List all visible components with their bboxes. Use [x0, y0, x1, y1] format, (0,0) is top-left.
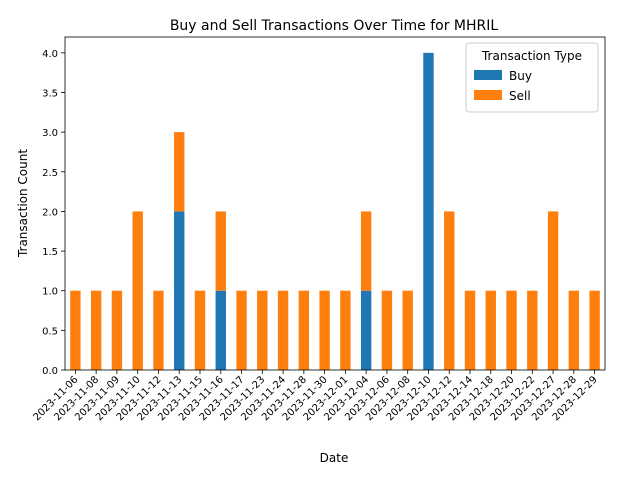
y-tick-label: 1.0 [42, 287, 58, 298]
bar-buy-2023-11-16 [215, 290, 226, 370]
bar-sell-2023-11-06 [70, 290, 81, 370]
bar-sell-2023-11-12 [153, 290, 164, 370]
bar-sell-2023-11-13 [174, 132, 185, 212]
legend-label-buy: Buy [509, 69, 532, 83]
bar-sell-2023-12-12 [444, 211, 455, 370]
bar-sell-2023-12-22 [527, 290, 538, 370]
bar-sell-2023-12-27 [547, 211, 559, 370]
y-axis-label: Transaction Count [16, 149, 30, 258]
chart-title: Buy and Sell Transactions Over Time for … [170, 18, 499, 34]
bar-sell-2023-12-29 [589, 290, 600, 370]
y-tick-label: 3.5 [42, 89, 58, 100]
x-axis-label: Date [320, 451, 349, 465]
bar-sell-2023-12-08 [402, 290, 413, 370]
bar-sell-2023-11-10 [132, 211, 143, 370]
x-axis: 2023-11-062023-11-082023-11-092023-11-10… [32, 370, 600, 423]
plot-frame [64, 36, 606, 371]
bar-sell-2023-11-28 [298, 290, 310, 370]
bar-buy-2023-12-10 [423, 52, 434, 370]
bar-sell-2023-11-09 [111, 290, 123, 370]
bar-sell-2023-12-18 [485, 290, 496, 370]
legend-label-sell: Sell [509, 89, 531, 103]
bar-sell-2023-12-28 [568, 290, 580, 370]
y-tick-label: 0.5 [42, 326, 58, 337]
bar-sell-2023-12-20 [506, 290, 517, 370]
bar-sell-2023-11-16 [215, 211, 226, 291]
bar-sell-2023-11-08 [90, 290, 102, 370]
legend-swatch-buy [474, 70, 502, 80]
bars-group [70, 52, 600, 370]
bar-sell-2023-11-30 [319, 290, 330, 370]
bar-sell-2023-12-01 [340, 290, 351, 370]
bar-sell-2023-11-24 [277, 290, 289, 370]
y-tick-label: 1.5 [42, 247, 58, 258]
y-tick-label: 2.5 [42, 168, 58, 179]
bar-sell-2023-11-23 [257, 290, 268, 370]
bar-sell-2023-11-15 [194, 290, 206, 370]
bar-buy-2023-12-04 [360, 290, 372, 370]
y-axis: 0.0 0.5 1.0 1.5 2.0 2.5 3.0 3.5 4.0 [42, 49, 65, 377]
y-tick-label: 3.0 [42, 128, 58, 139]
bar-sell-2023-12-14 [464, 290, 476, 370]
y-tick-label: 2.0 [42, 207, 58, 218]
bar-sell-2023-11-17 [236, 290, 247, 370]
legend-title: Transaction Type [481, 49, 582, 63]
bar-sell-2023-12-04 [360, 211, 372, 291]
legend: Transaction Type Buy Sell [465, 42, 599, 113]
y-tick-label: 0.0 [42, 366, 58, 377]
bar-sell-2023-12-06 [381, 290, 393, 370]
bar-buy-2023-11-13 [174, 211, 185, 370]
legend-swatch-sell [474, 90, 502, 100]
y-tick-label: 4.0 [42, 49, 58, 60]
